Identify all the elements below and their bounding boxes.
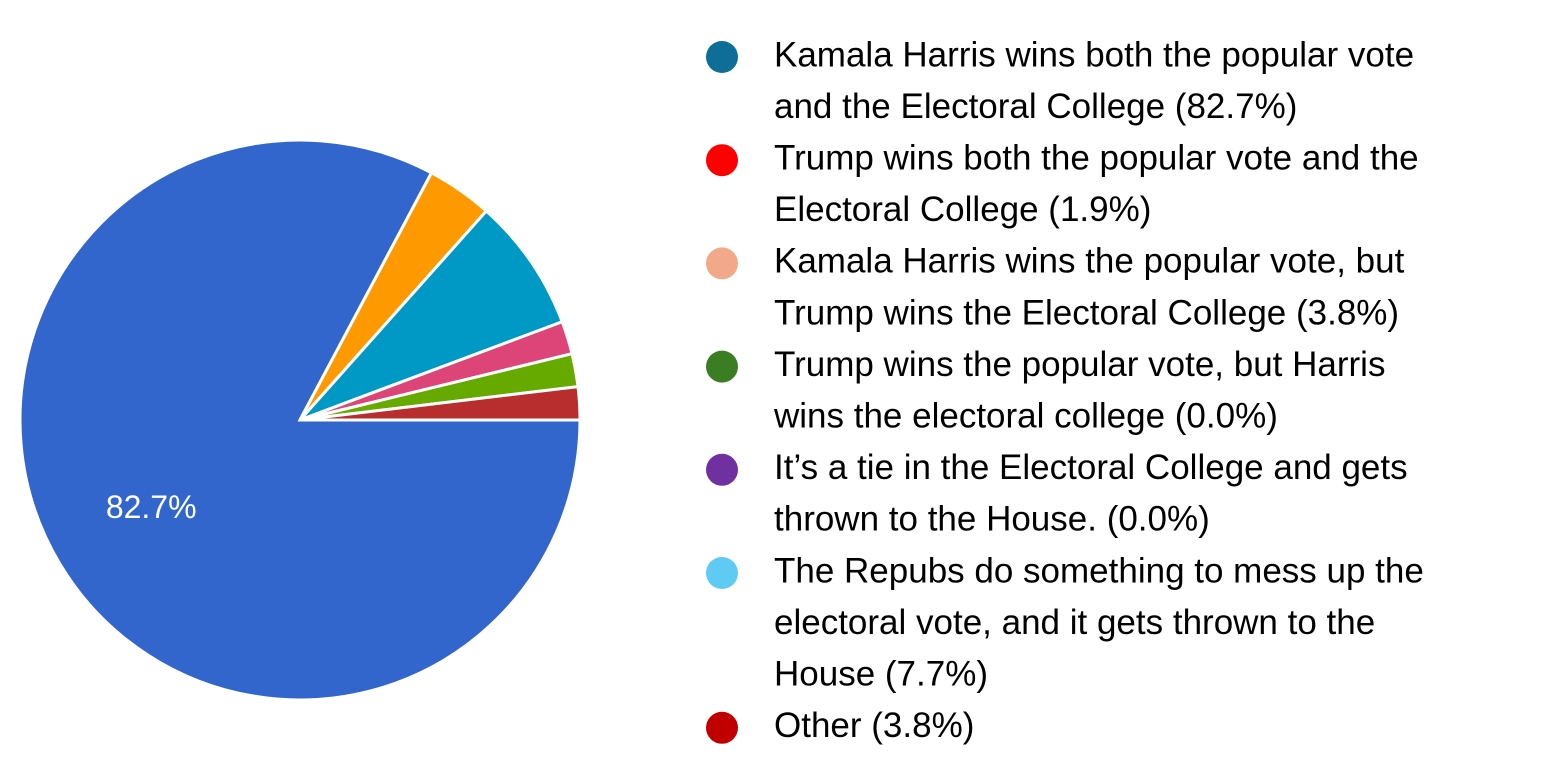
legend-label: Electoral College (1.9%) — [774, 190, 1151, 229]
legend-label: and the Electoral College (82.7%) — [774, 87, 1297, 126]
legend-label: Trump wins the popular vote, but Harris — [774, 345, 1385, 384]
legend-label: Trump wins the Electoral College (3.8%) — [774, 293, 1399, 332]
legend-label: electoral vote, and it gets thrown to th… — [774, 603, 1375, 642]
legend-label: House (7.7%) — [774, 654, 988, 693]
legend-marker — [706, 350, 738, 383]
legend-label: wins the electoral college (0.0%) — [773, 396, 1278, 435]
legend-label: thrown to the House. (0.0%) — [774, 500, 1210, 539]
legend-marker — [706, 41, 738, 73]
legend-label: The Repubs do something to mess up the — [774, 551, 1424, 590]
pie-slice — [18, 138, 582, 702]
pie-slice — [298, 208, 565, 422]
slice-label: 82.7% — [106, 489, 197, 525]
pie-slice — [299, 384, 582, 422]
legend-label: Kamala Harris wins the popular vote, but — [774, 242, 1405, 281]
legend-label: Kamala Harris wins both the popular vote — [774, 35, 1414, 74]
legend-label: Other (3.8%) — [774, 706, 974, 745]
legend-label: It’s a tie in the Electoral College and … — [774, 448, 1408, 487]
legend-marker — [706, 453, 738, 486]
legend-label: Trump wins both the popular vote and the — [774, 138, 1419, 177]
legend-marker — [706, 144, 738, 177]
legend-marker — [706, 711, 738, 744]
legend-marker — [706, 247, 738, 280]
legend-marker — [706, 557, 738, 589]
